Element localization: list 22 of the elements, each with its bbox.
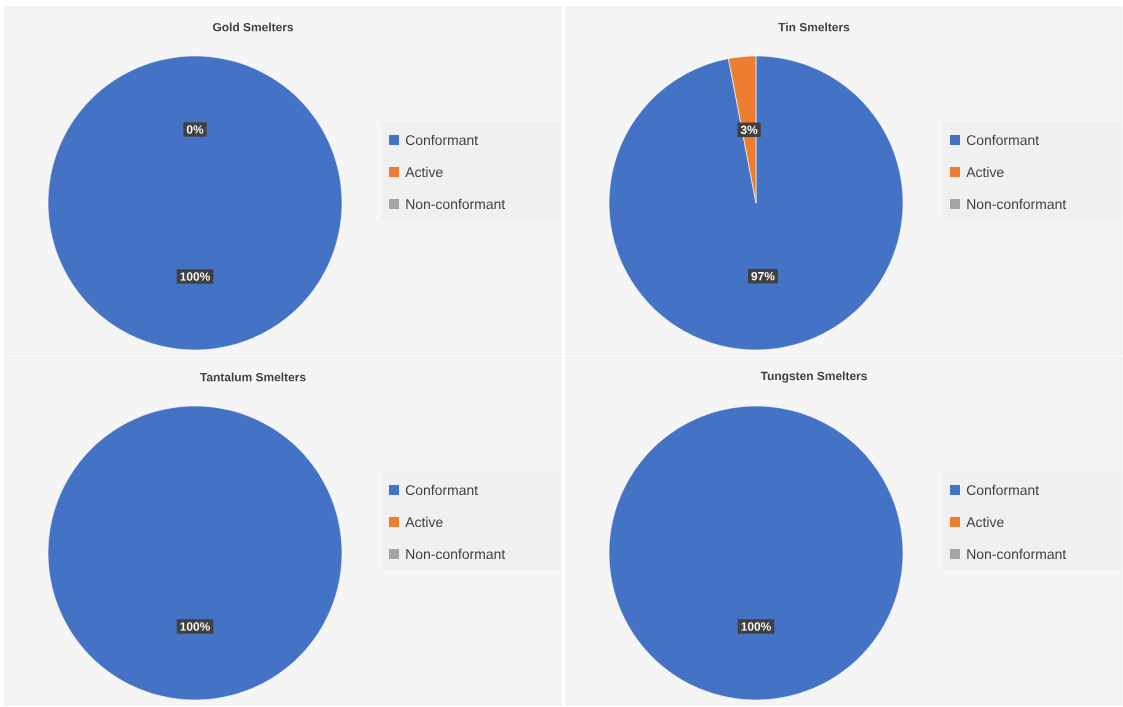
legend-label: Active xyxy=(405,516,443,528)
legend-label: Conformant xyxy=(405,134,478,146)
legend-label: Non-conformant xyxy=(967,548,1067,560)
legend-label: Active xyxy=(405,166,443,178)
legend-label: Conformant xyxy=(405,484,478,496)
legend-label: Non-conformant xyxy=(967,198,1067,210)
legend-label: Non-conformant xyxy=(406,548,506,560)
data-label: 100% xyxy=(180,622,210,631)
text: 0% xyxy=(186,125,204,134)
legend-label: Non-conformant xyxy=(406,198,506,210)
data-label: 100% xyxy=(741,622,771,631)
chart-title: Gold Smelters xyxy=(212,22,294,32)
legend-label: Active xyxy=(966,166,1004,178)
legend-label: Active xyxy=(966,516,1004,528)
data-label: 100% xyxy=(180,272,210,281)
chart-title: Tin Smelters xyxy=(778,22,850,32)
chart-title: Tantalum Smelters xyxy=(200,372,306,382)
data-label: 97% xyxy=(751,271,775,281)
legend-label: Conformant xyxy=(966,134,1039,146)
legend-label: Conformant xyxy=(966,484,1039,496)
chart-title: Tungsten Smelters xyxy=(760,371,867,383)
data-label: 3% xyxy=(740,125,758,135)
